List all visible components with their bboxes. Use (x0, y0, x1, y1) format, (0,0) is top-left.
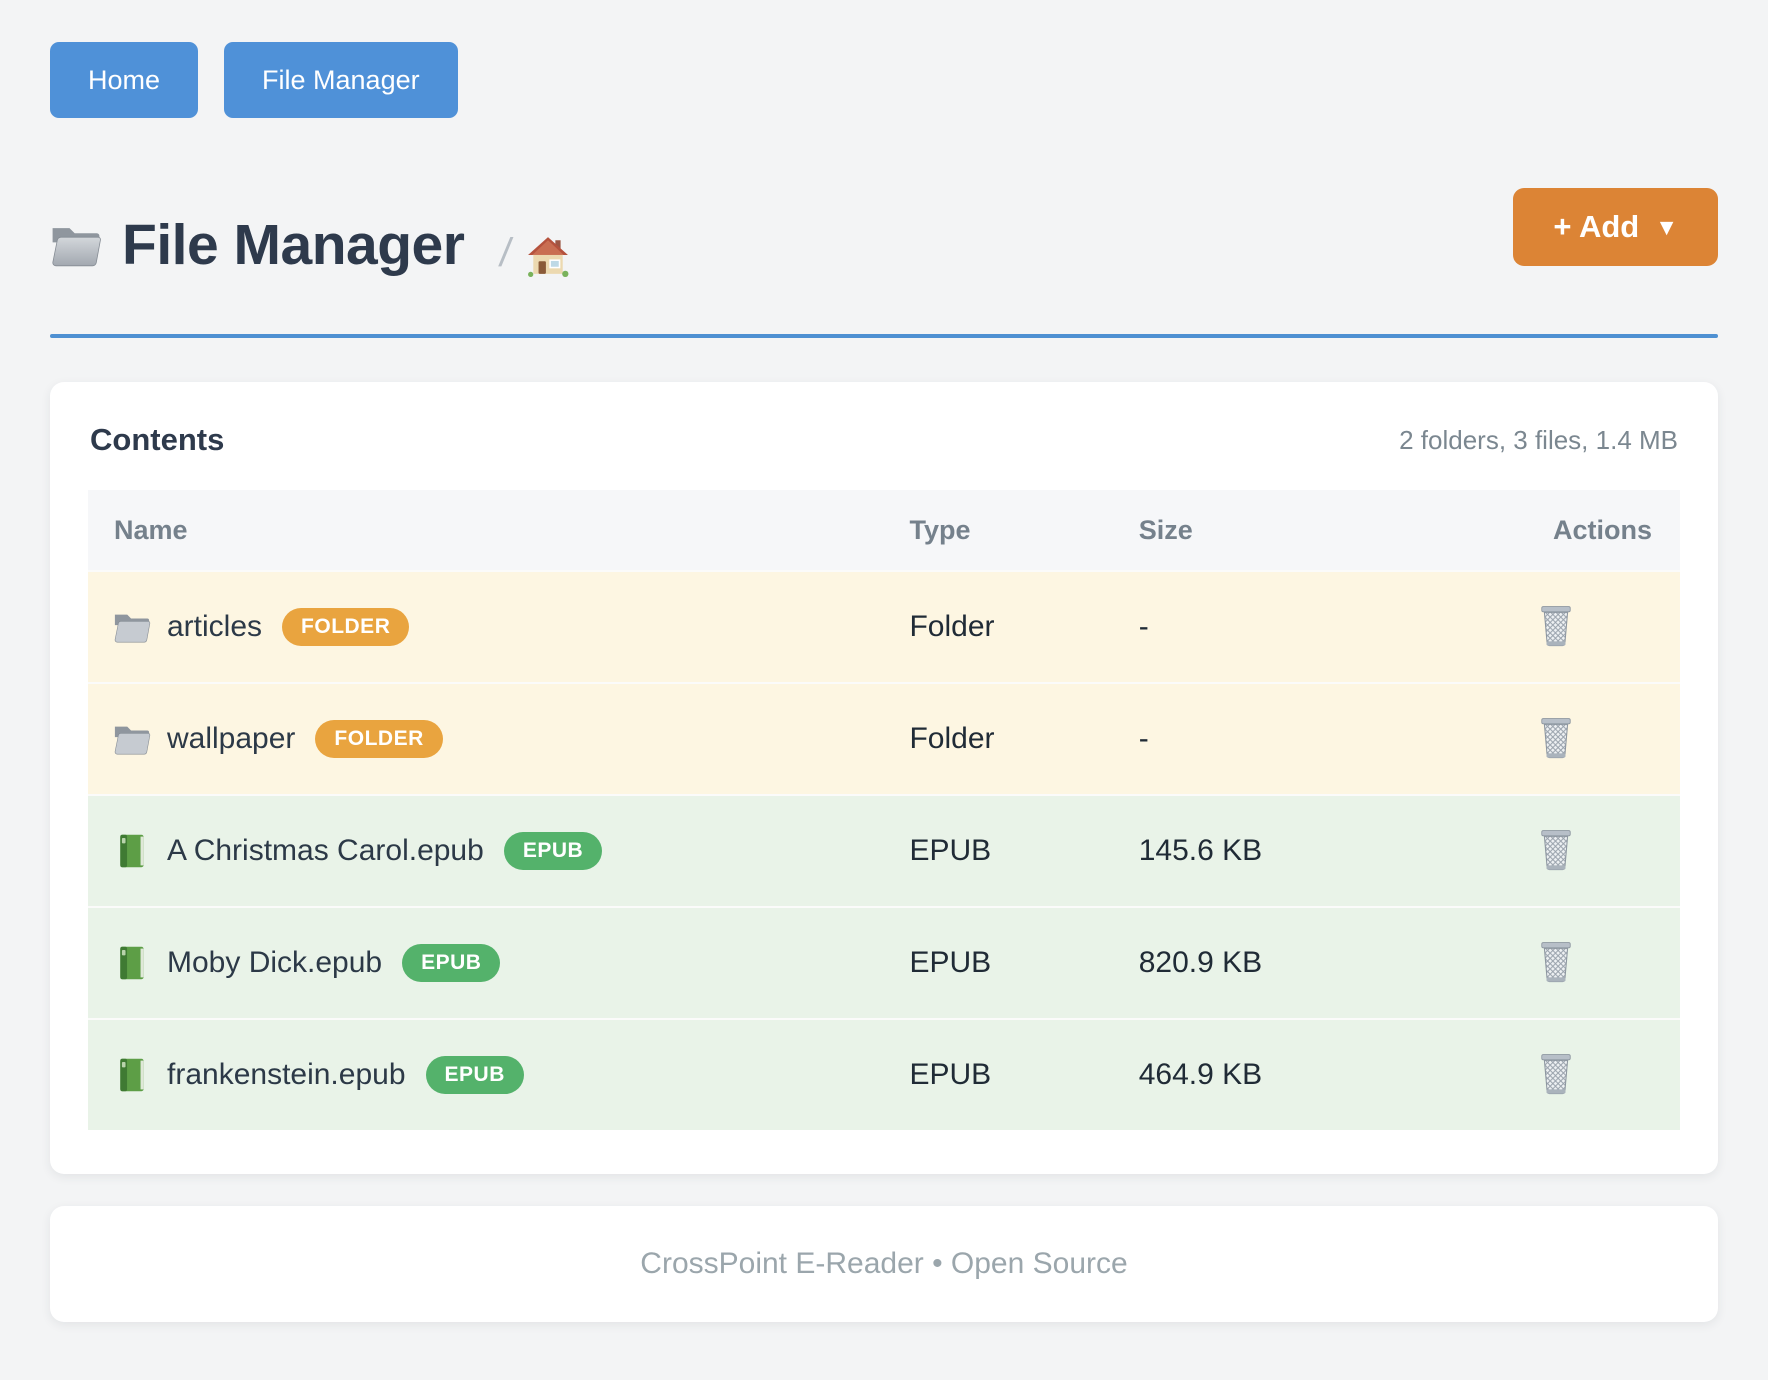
add-button[interactable]: + Add ▼ (1513, 188, 1718, 266)
nav-home-button[interactable]: Home (50, 42, 199, 118)
contents-card: Contents 2 folders, 3 files, 1.4 MB Name… (50, 382, 1718, 1174)
actions-cell (1432, 599, 1680, 655)
size-cell: 820.9 KB (1138, 946, 1263, 979)
trash-icon[interactable] (1533, 823, 1579, 875)
book-icon (113, 945, 151, 981)
file-name-cell[interactable]: frankenstein.epub EPUB (88, 1056, 909, 1094)
top-nav: Home File Manager (50, 42, 1718, 118)
file-name: wallpaper (167, 722, 296, 755)
breadcrumb: / (497, 229, 569, 277)
type-badge: FOLDER (315, 720, 443, 758)
size-cell: - (1138, 722, 1149, 755)
table-row: wallpaper FOLDER Folder - (88, 682, 1680, 794)
table-body: articles FOLDER Folder - (88, 570, 1680, 1130)
trash-icon[interactable] (1533, 599, 1579, 651)
file-name-cell[interactable]: wallpaper FOLDER (88, 720, 909, 758)
type-cell: Folder (909, 722, 995, 755)
contents-heading: Contents (90, 422, 225, 457)
add-button-label: + Add (1553, 209, 1640, 244)
type-cell: EPUB (909, 1058, 992, 1091)
page-title: File Manager (122, 213, 465, 277)
type-badge: EPUB (425, 1056, 524, 1094)
type-badge: EPUB (402, 944, 501, 982)
footer-text: CrossPoint E-Reader • Open Source (640, 1247, 1128, 1280)
contents-summary: 2 folders, 3 files, 1.4 MB (1399, 424, 1678, 455)
book-icon (113, 833, 151, 869)
files-table: Name Type Size Actions (88, 490, 1680, 1130)
file-name: Moby Dick.epub (167, 946, 383, 979)
column-header-type: Type (909, 514, 971, 545)
type-cell: EPUB (909, 946, 992, 979)
size-cell: - (1138, 610, 1149, 643)
column-header-name: Name (114, 514, 188, 545)
actions-cell (1432, 1047, 1680, 1103)
house-icon[interactable] (527, 229, 569, 277)
file-name-cell[interactable]: A Christmas Carol.epub EPUB (88, 832, 909, 870)
trash-icon[interactable] (1533, 1047, 1579, 1099)
file-name-cell[interactable]: Moby Dick.epub EPUB (88, 944, 909, 982)
type-cell: EPUB (909, 834, 992, 867)
table-row: frankenstein.epub EPUB EPUB 464.9 KB (88, 1018, 1680, 1130)
table-row: articles FOLDER Folder - (88, 570, 1680, 682)
actions-cell (1432, 935, 1680, 991)
footer: CrossPoint E-Reader • Open Source (50, 1206, 1718, 1322)
book-icon (113, 1057, 151, 1093)
folder-icon (50, 217, 102, 273)
file-name: A Christmas Carol.epub (167, 834, 484, 867)
file-name-cell[interactable]: articles FOLDER (88, 608, 909, 646)
table-header-row: Name Type Size Actions (88, 490, 1680, 570)
trash-icon[interactable] (1533, 711, 1579, 763)
type-badge: FOLDER (282, 608, 410, 646)
actions-cell (1432, 823, 1680, 879)
column-header-size: Size (1138, 514, 1193, 545)
breadcrumb-separator: / (497, 230, 515, 275)
size-cell: 464.9 KB (1138, 1058, 1263, 1091)
nav-file-manager-button[interactable]: File Manager (224, 42, 458, 118)
folder-icon (113, 721, 151, 757)
table-row: Moby Dick.epub EPUB EPUB 820.9 KB (88, 906, 1680, 1018)
type-badge: EPUB (503, 832, 603, 870)
column-header-actions: Actions (1552, 514, 1652, 545)
page-title-group: File Manager / (50, 188, 569, 278)
title-divider (50, 334, 1718, 338)
file-name: frankenstein.epub (167, 1058, 406, 1091)
size-cell: 145.6 KB (1138, 834, 1263, 867)
contents-header: Contents 2 folders, 3 files, 1.4 MB (88, 422, 1680, 458)
trash-icon[interactable] (1533, 935, 1579, 987)
folder-icon (113, 609, 151, 645)
page-header: File Manager / (50, 188, 1718, 278)
table-row: A Christmas Carol.epub EPUB EPUB 145.6 K… (88, 794, 1680, 906)
type-cell: Folder (909, 610, 995, 643)
actions-cell (1432, 711, 1680, 767)
file-name: articles (167, 610, 263, 643)
caret-down-icon: ▼ (1655, 213, 1678, 240)
